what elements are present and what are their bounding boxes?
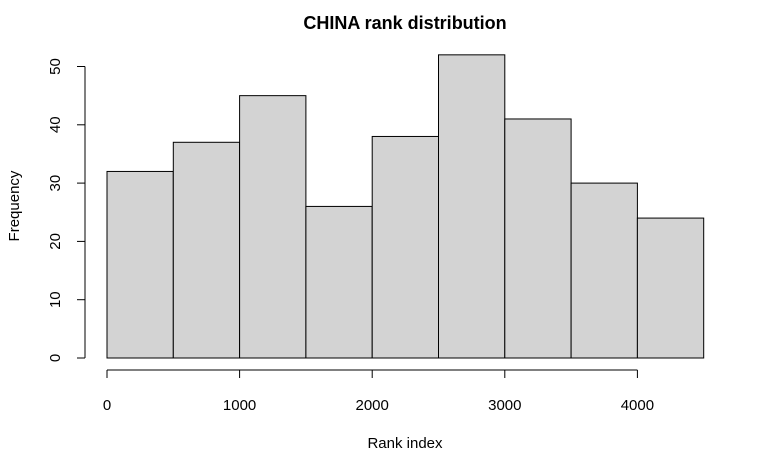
histogram-bar-8: [636, 217, 705, 359]
histogram-bar-1: [172, 141, 241, 359]
histogram-bar-0: [106, 170, 174, 359]
x-tick-label: 0: [103, 397, 111, 414]
x-axis: 0 1000 2000 3000 4000: [103, 369, 654, 414]
x-tick-label: 1000: [223, 397, 256, 414]
x-axis-label: Rank index: [367, 435, 443, 452]
chart-title: CHINA rank distribution: [303, 13, 506, 33]
y-tick-label: 10: [47, 291, 64, 308]
histogram-bar-6: [504, 118, 572, 359]
y-tick-label: 30: [47, 175, 64, 192]
histogram-bar-5: [438, 54, 506, 359]
y-axis-label: Frequency: [6, 170, 23, 241]
y-tick-label: 20: [47, 233, 64, 250]
histogram-bar-2: [239, 95, 307, 359]
bars-layer: [106, 54, 705, 359]
histogram-bar-3: [305, 205, 373, 359]
x-tick-label: 3000: [488, 397, 521, 414]
y-tick-label: 40: [47, 116, 64, 133]
x-tick-label: 4000: [621, 397, 654, 414]
y-tick-label: 0: [47, 354, 64, 362]
y-axis: 0 10 20 30 40 50: [47, 58, 86, 362]
histogram-bar-4: [371, 135, 440, 359]
histogram-bar-7: [570, 182, 638, 359]
y-tick-label: 50: [47, 58, 64, 75]
x-tick-label: 2000: [356, 397, 389, 414]
